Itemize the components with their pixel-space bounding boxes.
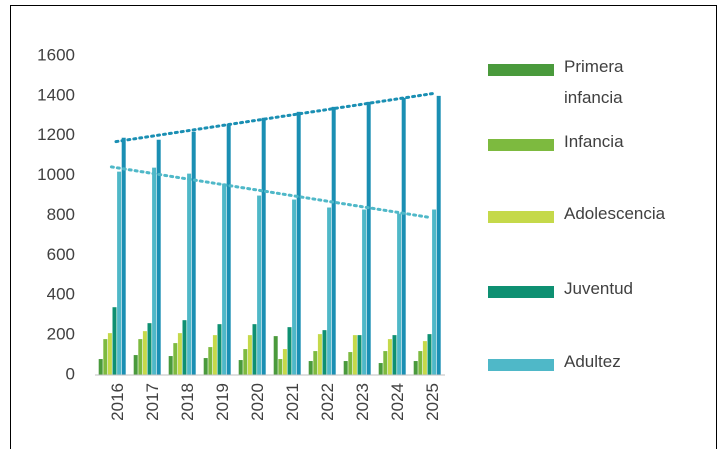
x-tick-label: 2017 bbox=[143, 383, 162, 421]
bar bbox=[362, 209, 367, 375]
bar bbox=[366, 101, 371, 375]
legend-item: Juventud bbox=[488, 279, 684, 304]
bar bbox=[273, 336, 278, 375]
bar bbox=[331, 106, 336, 375]
bar bbox=[292, 199, 297, 375]
bar bbox=[436, 95, 441, 375]
legend-item: Primera infancia bbox=[488, 57, 684, 113]
bar bbox=[133, 355, 138, 375]
bar bbox=[427, 334, 432, 375]
y-tick-label: 800 bbox=[47, 205, 75, 224]
bar bbox=[278, 359, 283, 375]
bar bbox=[308, 361, 313, 375]
bar bbox=[138, 339, 143, 375]
bar bbox=[147, 323, 152, 375]
bar bbox=[418, 351, 423, 375]
bar bbox=[203, 358, 208, 375]
bar bbox=[257, 195, 262, 375]
legend-item: Adultez bbox=[488, 352, 684, 377]
x-tick-label: 2019 bbox=[213, 383, 232, 421]
bar bbox=[261, 117, 266, 376]
bar bbox=[112, 307, 117, 375]
bar bbox=[327, 207, 332, 375]
bar bbox=[387, 339, 392, 375]
bar bbox=[392, 335, 397, 375]
bar bbox=[343, 361, 348, 375]
bar bbox=[117, 171, 122, 375]
bar bbox=[177, 333, 182, 375]
y-tick-label: 1000 bbox=[37, 165, 75, 184]
legend-label: Juventud bbox=[564, 279, 633, 298]
bar bbox=[173, 343, 178, 375]
bar bbox=[422, 341, 427, 375]
x-tick-label: 2022 bbox=[318, 383, 337, 421]
bar bbox=[98, 359, 103, 375]
bar bbox=[182, 320, 187, 375]
bar bbox=[348, 352, 353, 375]
y-tick-label: 1600 bbox=[37, 45, 75, 64]
bar bbox=[222, 183, 227, 375]
y-tick-label: 200 bbox=[47, 325, 75, 344]
bar bbox=[156, 139, 161, 375]
legend-label: Adolescencia bbox=[564, 204, 666, 223]
bar bbox=[383, 351, 388, 375]
bar bbox=[287, 327, 292, 375]
legend-swatch bbox=[488, 64, 554, 76]
bar bbox=[152, 167, 157, 375]
legend-swatch bbox=[488, 359, 554, 371]
bar bbox=[317, 334, 322, 375]
legend-swatch bbox=[488, 211, 554, 223]
bar bbox=[243, 349, 248, 375]
bar bbox=[401, 97, 406, 376]
legend-swatch bbox=[488, 139, 554, 151]
legend-label: Adultez bbox=[564, 352, 621, 371]
bar bbox=[191, 131, 196, 375]
bar bbox=[168, 356, 173, 375]
legend-label: Infancia bbox=[564, 132, 624, 151]
bar bbox=[282, 349, 287, 375]
bar bbox=[142, 331, 147, 375]
y-tick-label: 1400 bbox=[37, 85, 75, 104]
bar bbox=[107, 333, 112, 375]
legend-item: Adolescencia bbox=[488, 204, 684, 229]
bar bbox=[121, 137, 126, 375]
x-tick-label: 2020 bbox=[248, 383, 267, 421]
bar bbox=[352, 335, 357, 375]
x-tick-label: 2025 bbox=[423, 383, 442, 421]
bar bbox=[252, 324, 257, 375]
bar bbox=[226, 123, 231, 375]
legend-item: Infancia bbox=[488, 132, 684, 157]
x-tick-label: 2023 bbox=[353, 383, 372, 421]
bar bbox=[296, 111, 301, 375]
bar bbox=[378, 363, 383, 375]
bar bbox=[187, 173, 192, 375]
bar bbox=[357, 335, 362, 375]
bar bbox=[397, 213, 402, 375]
bar bbox=[313, 351, 318, 375]
bar bbox=[432, 209, 437, 375]
bar bbox=[208, 347, 213, 375]
trendline bbox=[114, 92, 435, 144]
chart-border bbox=[10, 5, 717, 449]
trendline bbox=[109, 165, 430, 219]
bar bbox=[238, 360, 243, 375]
bar bbox=[322, 330, 327, 375]
y-tick-label: 400 bbox=[47, 285, 75, 304]
bar bbox=[217, 324, 222, 375]
bar bbox=[103, 339, 108, 375]
bar bbox=[212, 335, 217, 375]
bar bbox=[413, 361, 418, 375]
y-tick-label: 0 bbox=[66, 364, 75, 383]
bar bbox=[247, 335, 252, 375]
x-tick-label: 2018 bbox=[178, 383, 197, 421]
x-tick-label: 2016 bbox=[108, 383, 127, 421]
y-tick-label: 600 bbox=[47, 245, 75, 264]
legend-swatch bbox=[488, 286, 554, 298]
y-tick-label: 1200 bbox=[37, 125, 75, 144]
x-tick-label: 2024 bbox=[388, 383, 407, 421]
x-tick-label: 2021 bbox=[283, 383, 302, 421]
legend-label: Primera infancia bbox=[564, 57, 624, 107]
